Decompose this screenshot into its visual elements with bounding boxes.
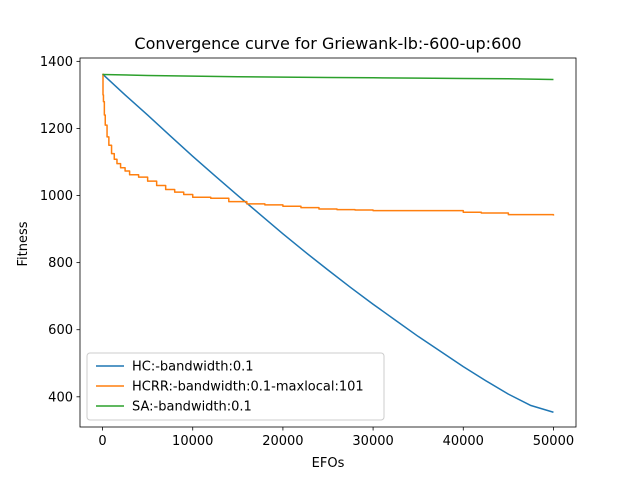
y-axis-label: Fitness <box>16 221 31 266</box>
legend-label-1: HC:-bandwidth:0.1 <box>132 360 254 375</box>
x-axis-label: EFOs <box>312 456 345 471</box>
legend-label-3: SA:-bandwidth:0.1 <box>132 400 252 415</box>
legend-label-2: HCRR:-bandwidth:0.1-maxlocal:101 <box>132 380 364 395</box>
axes-frame <box>79 57 577 428</box>
series-line-2 <box>102 73 555 216</box>
x-tick-label: 20000 <box>262 434 303 449</box>
x-tick-label: 50000 <box>533 434 574 449</box>
y-tick-label: 1000 <box>40 189 73 204</box>
y-tick-label: 800 <box>48 256 73 271</box>
series-line-3 <box>102 73 554 81</box>
legend: HC:-bandwidth:0.1 HCRR:-bandwidth:0.1-max… <box>86 352 385 421</box>
plot-area: 0 10000 20000 30000 40000 50000 400 600 800 1000 1… <box>40 55 577 449</box>
y-tick-label: 1400 <box>40 55 73 70</box>
legend-box <box>86 352 385 421</box>
y-tick-label: 600 <box>48 323 73 338</box>
x-tick-label: 10000 <box>172 434 213 449</box>
y-tick-label: 400 <box>48 390 73 405</box>
x-tick-label: 0 <box>98 434 106 449</box>
chart-title: Convergence curve for Griewank-lb:-600-u… <box>134 34 521 53</box>
x-tick-label: 40000 <box>443 434 484 449</box>
y-tick-label: 1200 <box>40 122 73 137</box>
series-line-1 <box>102 73 554 413</box>
x-tick-label: 30000 <box>352 434 393 449</box>
